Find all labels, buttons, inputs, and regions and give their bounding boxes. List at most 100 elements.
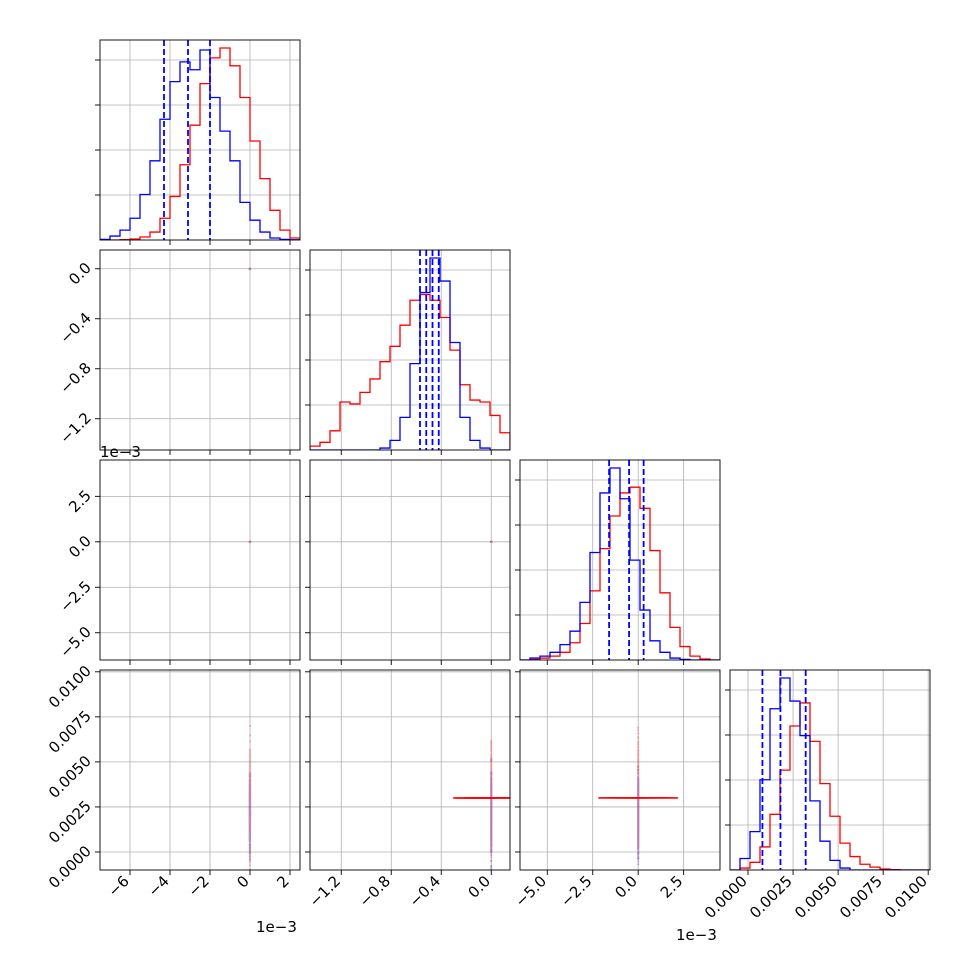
red-point [248, 267, 252, 270]
blue-point [248, 267, 251, 270]
blue-point [248, 267, 252, 270]
blue-point [248, 267, 251, 270]
red-point [248, 267, 251, 270]
blue-point [248, 267, 251, 270]
blue-point [248, 267, 252, 270]
blue-point [248, 267, 252, 270]
blue-point [248, 267, 251, 270]
blue-point [248, 267, 251, 270]
blue-point [248, 267, 251, 270]
red-point [248, 267, 252, 270]
blue-point [248, 267, 251, 270]
blue-point [248, 267, 251, 270]
blue-point [248, 267, 251, 270]
blue-point [248, 267, 251, 270]
blue-point [248, 267, 251, 270]
blue-point [248, 267, 251, 270]
blue-point [248, 267, 252, 270]
blue-point [248, 267, 251, 270]
blue-point [248, 267, 251, 270]
blue-point [248, 267, 251, 270]
blue-point [248, 267, 251, 270]
blue-point [248, 267, 252, 270]
blue-point [248, 267, 251, 270]
blue-point [248, 267, 252, 270]
blue-point [248, 267, 251, 270]
blue-point [248, 267, 252, 270]
red-point [248, 267, 252, 270]
blue-point [248, 267, 252, 270]
blue-point [248, 267, 252, 270]
blue-point [248, 267, 252, 270]
blue-point [248, 267, 251, 270]
blue-point [248, 267, 251, 270]
red-point [248, 267, 251, 270]
blue-point [248, 267, 251, 270]
blue-point [248, 267, 252, 270]
red-point [248, 267, 252, 270]
blue-point [248, 267, 251, 270]
blue-point [248, 267, 251, 270]
blue-point [248, 267, 251, 270]
blue-point [248, 267, 251, 270]
blue-point [248, 267, 251, 270]
blue-point [248, 267, 251, 270]
blue-point [248, 267, 251, 270]
red-point [248, 267, 252, 270]
y-tick-label: −2.5 [56, 577, 94, 615]
red-point [248, 267, 251, 270]
blue-point [248, 267, 251, 270]
blue-point [248, 267, 251, 270]
blue-point [248, 267, 251, 270]
blue-point [248, 267, 251, 270]
blue-point [248, 267, 251, 270]
blue-point [248, 267, 252, 270]
blue-point [248, 267, 251, 270]
blue-point [248, 267, 252, 270]
blue-point [248, 267, 251, 270]
blue-point [248, 267, 251, 270]
blue-point [248, 267, 251, 270]
blue-point [248, 267, 252, 270]
y-tick-label: −5.0 [56, 623, 94, 661]
blue-point [248, 267, 251, 270]
blue-point [248, 267, 251, 270]
blue-point [248, 267, 251, 270]
blue-point [248, 267, 251, 270]
red-point [248, 267, 252, 270]
blue-point [248, 267, 251, 270]
blue-point [248, 267, 252, 270]
blue-point [248, 267, 251, 270]
blue-point [248, 267, 251, 270]
blue-point [248, 267, 252, 270]
blue-point [248, 267, 252, 270]
blue-point [248, 267, 251, 270]
blue-point [248, 267, 251, 270]
blue-point [248, 267, 252, 270]
red-point [248, 267, 252, 270]
red-scatter [489, 540, 493, 544]
blue-point [248, 267, 251, 270]
blue-point [248, 267, 251, 270]
blue-point [248, 267, 251, 270]
blue-point [248, 267, 251, 270]
blue-point [248, 267, 252, 270]
red-point [248, 267, 252, 270]
blue-point [248, 267, 251, 270]
blue-point [248, 267, 251, 270]
blue-point [248, 267, 252, 270]
blue-point [248, 267, 251, 270]
blue-point [248, 267, 251, 270]
blue-point [248, 267, 251, 270]
blue-point [248, 267, 252, 270]
blue-point [248, 267, 251, 270]
blue-point [248, 267, 251, 270]
blue-point [248, 267, 251, 270]
blue-scatter [248, 267, 252, 270]
blue-point [248, 267, 251, 270]
blue-point [248, 267, 251, 270]
blue-point [248, 267, 251, 270]
blue-point [248, 267, 252, 270]
blue-point [248, 267, 251, 270]
red-point [248, 267, 252, 270]
